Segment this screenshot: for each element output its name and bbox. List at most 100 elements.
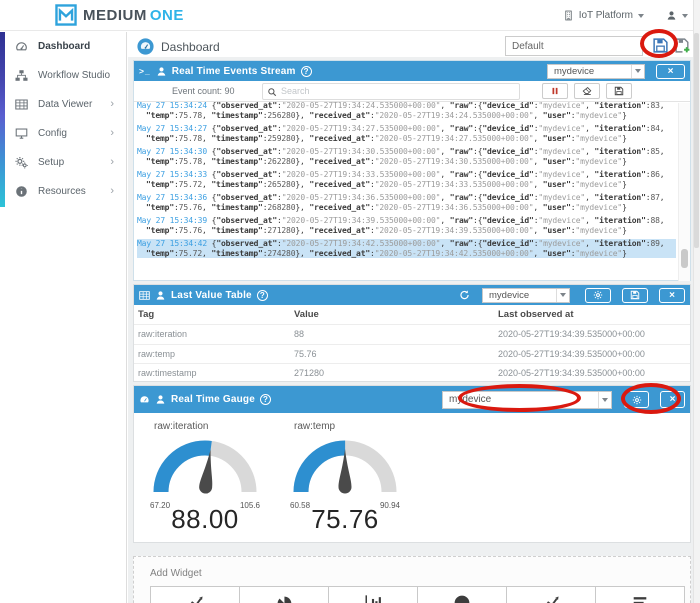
add-widget-button-list[interactable] bbox=[595, 586, 685, 603]
gear-icon bbox=[632, 395, 642, 405]
gauge-icon bbox=[139, 394, 150, 405]
gauge-arc bbox=[284, 433, 406, 500]
user-menu[interactable] bbox=[666, 10, 688, 21]
gauge-value: 88.00 bbox=[171, 504, 239, 534]
page-scrollbar-track[interactable] bbox=[693, 0, 700, 603]
lvt-save-button[interactable] bbox=[622, 287, 648, 303]
last-value-table-title: Last Value Table bbox=[171, 289, 252, 301]
table-row[interactable]: raw:iteration 88 2020-05-27T19:34:39.53500… bbox=[134, 324, 690, 344]
pause-icon bbox=[550, 86, 560, 96]
sidebar-item-workflow-studio[interactable]: Workflow Studio bbox=[0, 61, 126, 90]
real-time-gauge-header: Real Time Gauge ? × bbox=[134, 386, 690, 413]
events-stream-panel: >_ Real Time Events Stream ? mydevice × … bbox=[133, 60, 691, 281]
table-cell: raw:timestamp bbox=[138, 368, 197, 379]
events-log: May 27 15:34:24 {"observed_at":"2020-05-… bbox=[134, 102, 690, 280]
gauge-arc bbox=[144, 433, 266, 500]
add-widget-button-bar-chart[interactable] bbox=[328, 586, 418, 603]
gauge-min-label: 67.20 bbox=[150, 501, 171, 510]
event-log-row[interactable]: May 27 15:34:39 {"observed_at":"2020-05-… bbox=[137, 216, 665, 235]
page-title: Dashboard bbox=[137, 38, 220, 55]
gauge-device-input[interactable] bbox=[449, 394, 589, 405]
add-widget-button-globe[interactable] bbox=[417, 586, 507, 603]
sidebar-item-label: Data Viewer bbox=[38, 99, 93, 110]
brand-logo[interactable]: MEDIUM ONE bbox=[55, 4, 184, 26]
table-icon bbox=[15, 98, 28, 111]
top-bar: MEDIUM ONE IoT Platform bbox=[0, 0, 700, 31]
event-log-row[interactable]: May 27 15:34:36 {"observed_at":"2020-05-… bbox=[137, 193, 665, 212]
event-log-row[interactable]: May 27 15:34:24 {"observed_at":"2020-05-… bbox=[137, 102, 665, 120]
events-stream-header: >_ Real Time Events Stream ? mydevice × bbox=[134, 61, 690, 81]
globe-icon bbox=[453, 594, 471, 603]
chevron-right-icon: › bbox=[110, 185, 114, 197]
event-log-row[interactable]: May 27 15:34:30 {"observed_at":"2020-05-… bbox=[137, 147, 665, 166]
page-scrollbar-thumb[interactable] bbox=[694, 33, 699, 248]
event-log-row[interactable]: May 27 15:34:33 {"observed_at":"2020-05-… bbox=[137, 170, 665, 189]
add-widget-button-line-chart[interactable] bbox=[506, 586, 596, 603]
sidebar-item-setup[interactable]: Setup › bbox=[0, 148, 126, 177]
help-icon[interactable]: ? bbox=[256, 289, 268, 301]
lvt-column-header: Tag bbox=[138, 309, 155, 320]
gauge-device-input-combo bbox=[442, 390, 612, 409]
save-dashboard-icon[interactable] bbox=[652, 37, 669, 54]
lvt-device-select[interactable]: mydevice bbox=[482, 287, 570, 303]
events-stream-title: Real Time Events Stream bbox=[171, 65, 296, 77]
real-time-gauge-title: Real Time Gauge bbox=[171, 394, 255, 405]
event-log-row[interactable]: May 27 15:34:42 {"observed_at":"2020-05-… bbox=[137, 239, 676, 258]
gauges-area: raw:iteration 67.20 105.6 88.00 raw:temp 60.5… bbox=[134, 413, 690, 536]
events-close-button[interactable]: × bbox=[656, 63, 685, 79]
help-icon[interactable]: ? bbox=[259, 394, 271, 405]
add-widget-button-line-chart[interactable] bbox=[150, 586, 240, 603]
table-cell: 2020-05-27T19:34:39.535000+00:00 bbox=[498, 348, 645, 359]
events-device-select[interactable]: mydevice bbox=[547, 63, 645, 79]
line-chart-icon bbox=[186, 594, 204, 603]
page-title-text: Dashboard bbox=[161, 39, 220, 54]
tachometer-icon bbox=[15, 40, 28, 53]
dashboard-name-input[interactable] bbox=[505, 36, 643, 56]
add-dashboard-icon[interactable] bbox=[674, 37, 691, 54]
lvt-settings-button[interactable] bbox=[585, 287, 611, 303]
user-icon bbox=[155, 290, 166, 301]
brand-name: MEDIUM ONE bbox=[83, 6, 184, 24]
export-stream-button[interactable] bbox=[606, 83, 632, 99]
events-scrollbar-track[interactable] bbox=[678, 103, 690, 281]
events-search-input[interactable] bbox=[281, 83, 516, 99]
table-row[interactable]: raw:temp 75.76 2020-05-27T19:34:39.535000+… bbox=[134, 343, 690, 364]
sidebar-item-data-viewer[interactable]: Data Viewer › bbox=[0, 90, 126, 119]
gauge-settings-button[interactable] bbox=[624, 391, 649, 408]
chevron-down-icon bbox=[556, 288, 569, 302]
gauge-readout: 60.58 90.94 75.76 bbox=[284, 500, 406, 536]
table-icon bbox=[139, 290, 150, 301]
sidebar-item-dashboard[interactable]: Dashboard bbox=[0, 32, 126, 61]
table-row[interactable]: raw:timestamp 271280 2020-05-27T19:34:39.5… bbox=[134, 363, 690, 383]
chevron-right-icon: › bbox=[110, 98, 114, 110]
sidebar-item-config[interactable]: Config › bbox=[0, 119, 126, 148]
gauge-close-button[interactable]: × bbox=[660, 391, 685, 408]
table-cell: 75.76 bbox=[294, 348, 317, 359]
event-count-label: Event count: 90 bbox=[172, 86, 235, 96]
user-icon bbox=[155, 394, 166, 405]
sidebar-item-resources[interactable]: Resources › bbox=[0, 177, 126, 206]
pie-chart-icon bbox=[275, 594, 293, 603]
table-cell: 2020-05-27T19:34:39.535000+00:00 bbox=[498, 368, 645, 379]
table-cell: 2020-05-27T19:34:39.535000+00:00 bbox=[498, 329, 645, 340]
eraser-icon bbox=[582, 86, 592, 96]
events-scrollbar-thumb[interactable] bbox=[681, 249, 688, 268]
chevron-down-icon bbox=[631, 64, 644, 78]
platform-menu[interactable]: IoT Platform bbox=[563, 10, 644, 21]
add-widget-button-pie-chart[interactable] bbox=[239, 586, 329, 603]
bar-chart-icon bbox=[364, 594, 382, 603]
table-cell: raw:temp bbox=[138, 348, 176, 359]
table-cell: 271280 bbox=[294, 368, 325, 379]
gear-icon bbox=[593, 290, 603, 300]
table-cell: raw:iteration bbox=[138, 329, 188, 340]
pause-stream-button[interactable] bbox=[542, 83, 568, 99]
last-value-table-panel: Last Value Table ? mydevice × Ta bbox=[133, 284, 691, 382]
refresh-icon[interactable] bbox=[459, 289, 470, 301]
clear-stream-button[interactable] bbox=[574, 83, 600, 99]
events-search-box bbox=[262, 82, 520, 100]
lvt-close-button[interactable]: × bbox=[659, 287, 685, 303]
event-log-row[interactable]: May 27 15:34:27 {"observed_at":"2020-05-… bbox=[137, 124, 665, 143]
real-time-gauge-panel: Real Time Gauge ? × raw:iteration 67.20 10… bbox=[133, 385, 691, 543]
help-icon[interactable]: ? bbox=[300, 65, 312, 77]
cogs-icon bbox=[15, 156, 28, 169]
